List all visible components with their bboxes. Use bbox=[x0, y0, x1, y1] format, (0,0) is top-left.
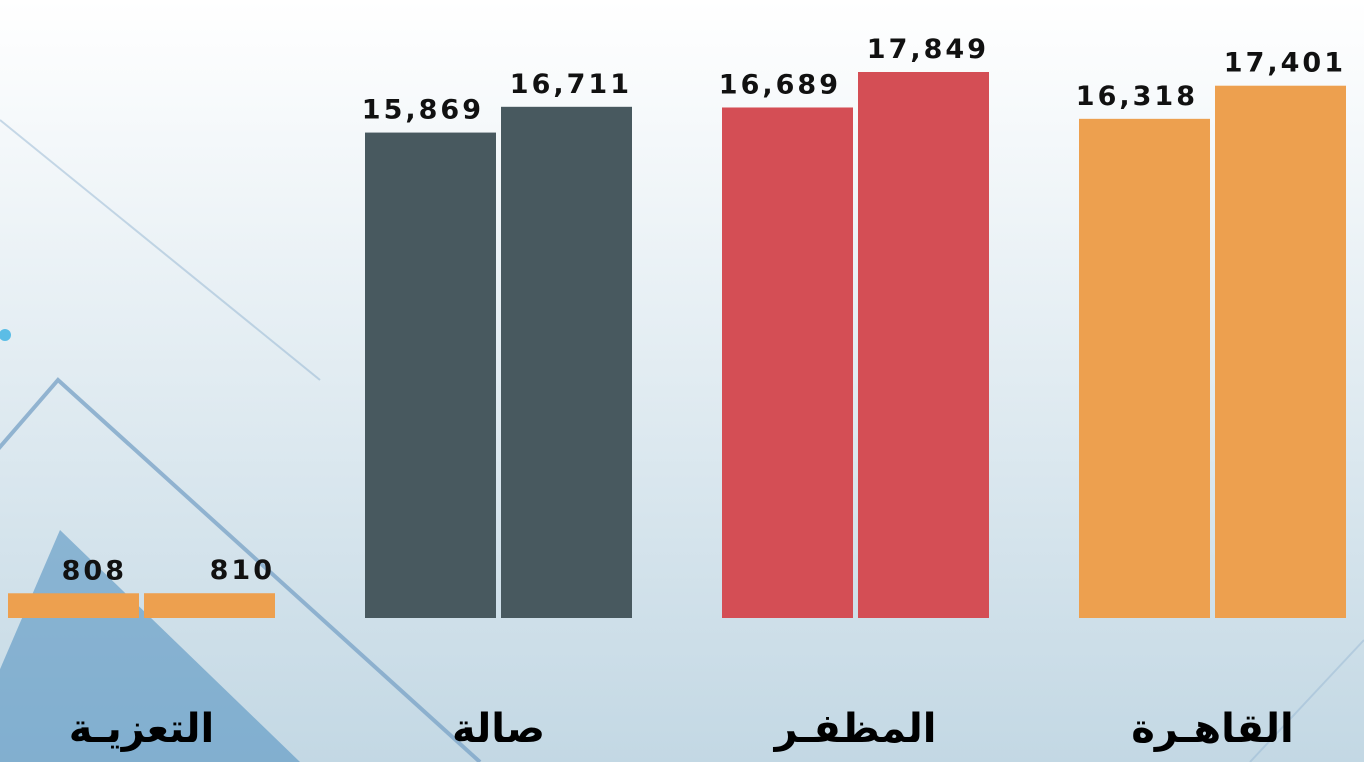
value-label: 15,869 bbox=[362, 95, 484, 126]
bar bbox=[501, 106, 632, 618]
bar bbox=[722, 107, 853, 618]
bar bbox=[1079, 118, 1210, 618]
value-label: 808 bbox=[62, 555, 127, 586]
category-label: المظفـر bbox=[773, 706, 937, 752]
value-label: 16,689 bbox=[719, 69, 841, 100]
category-label: صالة bbox=[452, 706, 545, 752]
category-label: التعزيـة bbox=[69, 706, 214, 752]
value-label: 16,318 bbox=[1076, 81, 1198, 112]
decoration bbox=[0, 119, 1364, 762]
value-label: 17,401 bbox=[1224, 48, 1346, 79]
value-label: 16,711 bbox=[510, 69, 632, 100]
bar bbox=[858, 72, 989, 618]
bar bbox=[365, 132, 496, 618]
dot bbox=[0, 329, 11, 341]
value-label: 810 bbox=[210, 555, 275, 586]
bar bbox=[1215, 85, 1346, 619]
value-label: 17,849 bbox=[867, 34, 989, 65]
category-label: القاهـرة bbox=[1131, 706, 1293, 752]
bar bbox=[8, 593, 139, 618]
bar bbox=[144, 593, 275, 618]
